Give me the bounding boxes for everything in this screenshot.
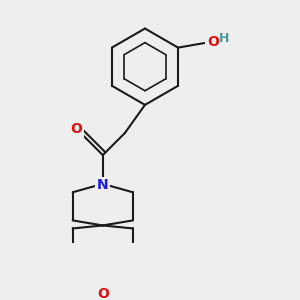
Text: O: O [71,122,82,136]
Text: N: N [97,178,109,192]
Text: O: O [207,35,219,49]
Text: O: O [97,287,109,300]
Text: H: H [219,32,230,45]
